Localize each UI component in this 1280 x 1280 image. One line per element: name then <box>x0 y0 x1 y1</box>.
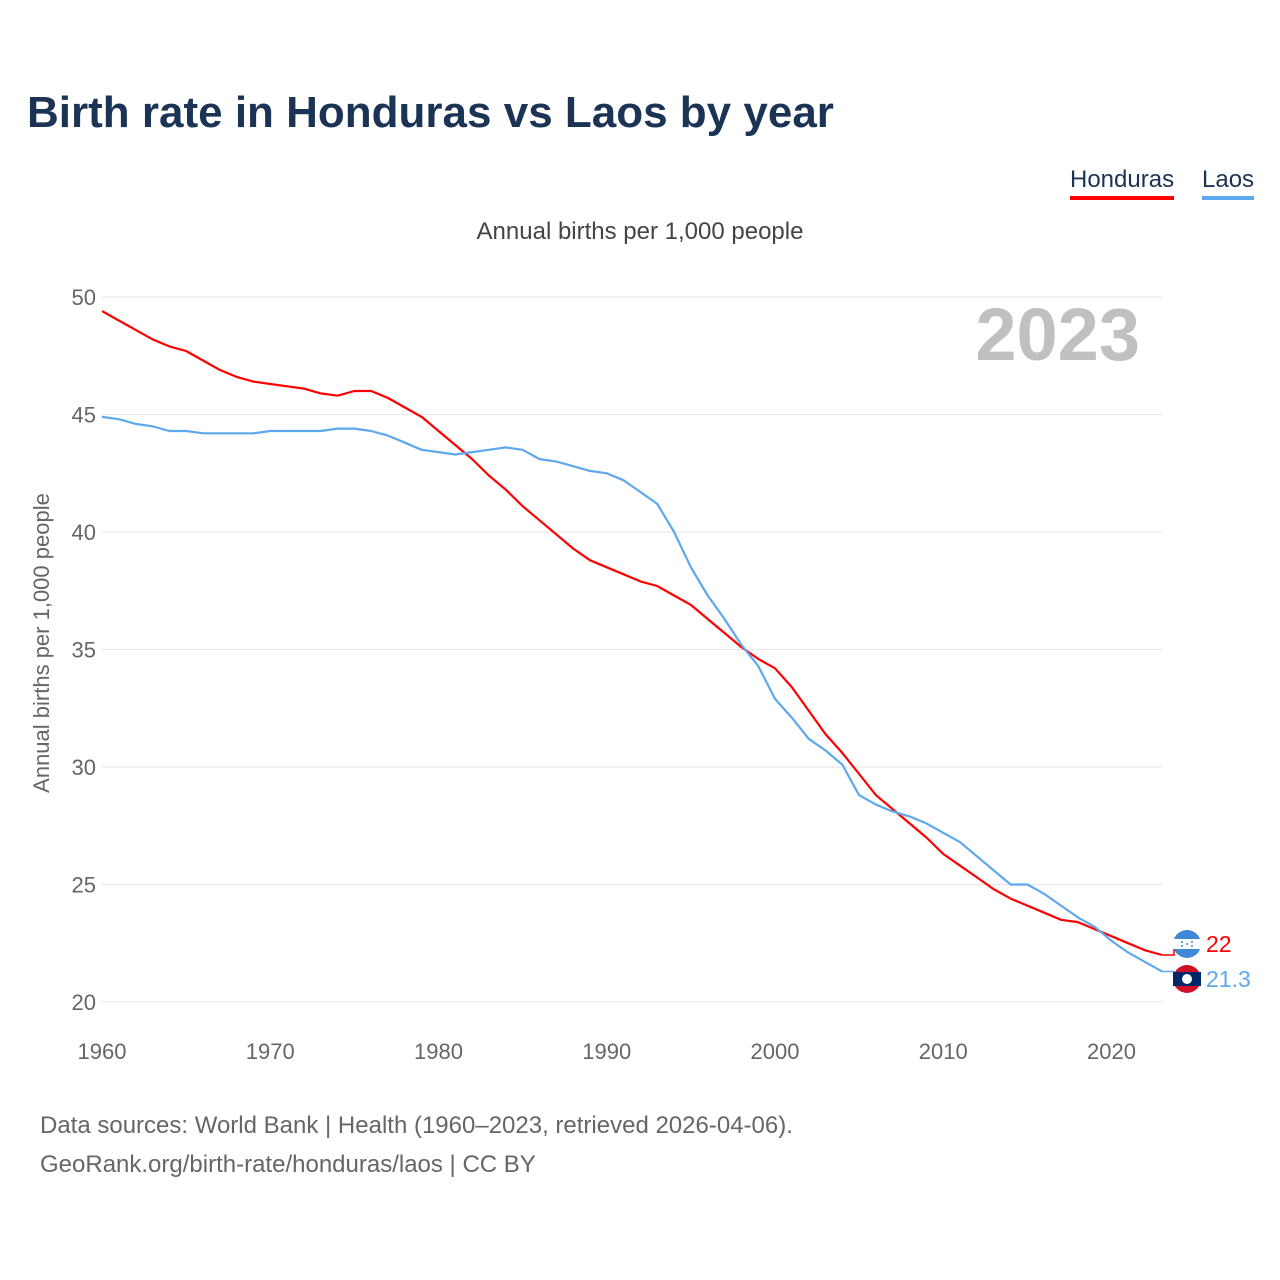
series-line-laos <box>101 415 1163 973</box>
honduras-flag-star <box>1186 943 1188 945</box>
x-tick-label: 2020 <box>1087 1039 1136 1064</box>
end-value-label-laos: 21.3 <box>1206 966 1251 992</box>
y-tick-label: 35 <box>72 638 96 663</box>
x-tick-label: 2000 <box>751 1039 800 1064</box>
x-tick-label: 1990 <box>582 1039 631 1064</box>
laos-flag-moon <box>1182 974 1192 984</box>
honduras-flag-star <box>1181 945 1183 947</box>
x-tick-label: 2010 <box>919 1039 968 1064</box>
series-line-honduras <box>101 310 1163 957</box>
chart-subtitle: Annual births per 1,000 people <box>476 218 804 245</box>
honduras-flag-star <box>1191 941 1193 943</box>
source-line: Data sources: World Bank | Health (1960–… <box>40 1112 793 1139</box>
honduras-flag-star <box>1181 941 1183 943</box>
x-tick-label: 1980 <box>414 1039 463 1064</box>
legend-item-honduras[interactable]: Honduras <box>1070 166 1175 200</box>
chart-title: Birth rate in Honduras vs Laos by year <box>27 88 834 137</box>
y-tick-label: 50 <box>72 285 96 310</box>
source-note: Data sources: World Bank | Health (1960–… <box>40 1106 793 1184</box>
y-tick-label: 30 <box>72 755 96 780</box>
y-tick-label: 40 <box>72 520 96 545</box>
legend-item-laos[interactable]: Laos <box>1202 166 1255 200</box>
y-tick-label: 45 <box>72 403 96 428</box>
end-value-label-honduras: 22 <box>1206 931 1232 957</box>
y-tick-label: 20 <box>72 990 96 1015</box>
x-tick-label: 1970 <box>246 1039 295 1064</box>
year-watermark: 2023 <box>975 293 1140 376</box>
honduras-flag-star <box>1191 945 1193 947</box>
x-tick-label: 1960 <box>78 1039 127 1064</box>
source-line[interactable]: GeoRank.org/birth-rate/honduras/laos | C… <box>40 1151 536 1178</box>
y-tick-label: 25 <box>72 873 96 898</box>
